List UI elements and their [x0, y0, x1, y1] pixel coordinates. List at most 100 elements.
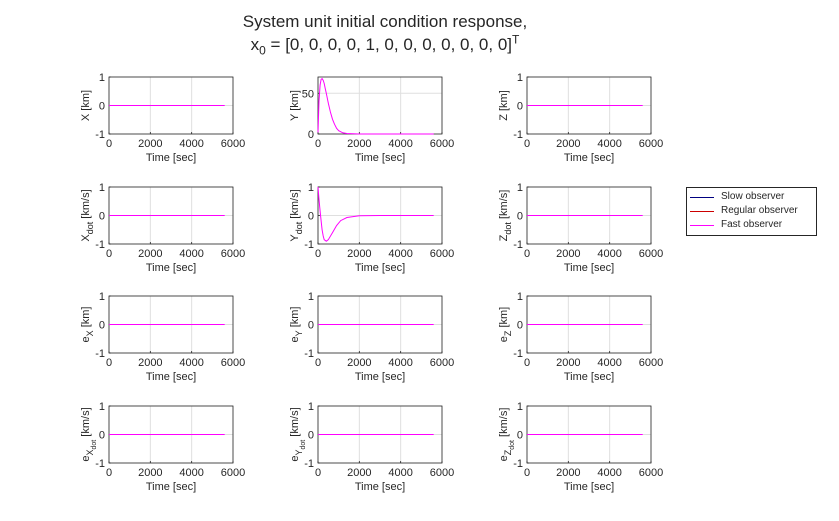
y-axis-label: Y [km] [289, 90, 301, 121]
legend-item-slow: Slow observer [687, 190, 816, 204]
x-tick-label: 4000 [388, 357, 412, 369]
y-tick-label: -1 [513, 239, 523, 251]
y-tick-label: 1 [99, 72, 105, 84]
x-tick-label: 2000 [556, 357, 580, 369]
y-tick-label: -1 [95, 458, 105, 470]
y-tick-label: 1 [517, 72, 523, 84]
y-tick-label: 1 [99, 401, 105, 413]
x-tick-label: 6000 [639, 248, 663, 260]
x-tick-label: 6000 [639, 138, 663, 150]
x-tick-label: 0 [315, 357, 321, 369]
title-transpose: T [512, 32, 520, 47]
x-tick-label: 6000 [221, 138, 245, 150]
y-tick-label: -1 [95, 129, 105, 141]
y-axis-label: Xdot [km/s] [80, 189, 95, 241]
y-tick-label: 1 [99, 182, 105, 194]
y-axis-label: eZdot [km/s] [498, 408, 516, 462]
y-axis-label: eY [km] [289, 307, 304, 343]
y-axis-label: eZ [km] [498, 307, 513, 342]
y-axis-label: eXdot [km/s] [80, 407, 98, 461]
legend-item-fast: Fast observer [687, 218, 816, 232]
y-tick-label: 0 [517, 430, 523, 442]
legend-swatch-slow [690, 197, 714, 199]
title-x-subscript: 0 [259, 43, 266, 58]
x-tick-label: 2000 [556, 138, 580, 150]
x-tick-label: 4000 [388, 248, 412, 260]
x-tick-label: 6000 [221, 248, 245, 260]
x-tick-label: 6000 [430, 467, 454, 479]
x-tick-label: 4000 [179, 248, 203, 260]
y-tick-label: -1 [304, 458, 314, 470]
x-tick-label: 4000 [179, 357, 203, 369]
x-tick-label: 0 [315, 248, 321, 260]
y-tick-label: 1 [517, 291, 523, 303]
y-axis-label: X [km] [80, 90, 92, 121]
figure-title-line2: x0 = [0, 0, 0, 0, 1, 0, 0, 0, 0, 0, 0, 0… [0, 32, 770, 58]
x-tick-label: 4000 [597, 138, 621, 150]
y-axis-label: Zdot [km/s] [498, 190, 513, 242]
x-tick-label: 0 [106, 357, 112, 369]
y-tick-label: 0 [517, 101, 523, 113]
x-tick-label: 2000 [138, 248, 162, 260]
y-tick-label: 0 [308, 430, 314, 442]
y-tick-label: 1 [517, 401, 523, 413]
y-tick-label: -1 [304, 239, 314, 251]
legend-swatch-regular [690, 211, 714, 213]
x-axis-label: Time [sec] [355, 481, 405, 493]
x-axis-label: Time [sec] [146, 262, 196, 274]
x-tick-label: 6000 [639, 467, 663, 479]
y-tick-label: 1 [99, 291, 105, 303]
title-x-symbol: x [250, 35, 260, 54]
y-tick-label: 1 [308, 291, 314, 303]
x-tick-label: 2000 [138, 138, 162, 150]
title-vector: = [0, 0, 0, 0, 1, 0, 0, 0, 0, 0, 0, 0] [265, 35, 513, 54]
x-tick-label: 0 [315, 467, 321, 479]
y-tick-label: -1 [304, 348, 314, 360]
y-tick-label: -1 [513, 129, 523, 141]
x-axis-label: Time [sec] [146, 481, 196, 493]
legend-item-regular: Regular observer [687, 204, 816, 218]
x-axis-label: Time [sec] [355, 262, 405, 274]
y-axis-label: eYdot [km/s] [289, 407, 307, 461]
series-line-fast-observer [317, 77, 434, 135]
x-tick-label: 6000 [430, 248, 454, 260]
y-tick-label: 1 [308, 401, 314, 413]
x-tick-label: 0 [315, 138, 321, 150]
x-tick-label: 0 [106, 138, 112, 150]
x-axis-label: Time [sec] [355, 371, 405, 383]
legend[interactable]: Slow observer Regular observer Fast obse… [686, 187, 817, 236]
x-tick-label: 0 [524, 138, 530, 150]
y-tick-label: 0 [99, 320, 105, 332]
x-tick-label: 6000 [430, 357, 454, 369]
x-tick-label: 2000 [556, 248, 580, 260]
x-tick-label: 0 [106, 467, 112, 479]
x-tick-label: 4000 [597, 248, 621, 260]
legend-label-regular: Regular observer [721, 205, 798, 216]
y-tick-label: 0 [308, 129, 314, 141]
x-tick-label: 6000 [430, 138, 454, 150]
x-tick-label: 6000 [639, 357, 663, 369]
legend-label-slow: Slow observer [721, 191, 785, 202]
y-tick-label: -1 [513, 348, 523, 360]
x-axis-label: Time [sec] [564, 481, 614, 493]
x-axis-label: Time [sec] [564, 152, 614, 164]
y-tick-label: 1 [517, 182, 523, 194]
x-tick-label: 2000 [556, 467, 580, 479]
y-tick-label: 0 [308, 211, 314, 223]
y-tick-label: 1 [308, 182, 314, 194]
subplot-2[interactable]: 0 2000 4000 6000 0 50 Time [sec] Y [km] [289, 76, 454, 164]
y-tick-label: -1 [95, 348, 105, 360]
x-tick-label: 4000 [179, 467, 203, 479]
x-axis-label: Time [sec] [146, 371, 196, 383]
